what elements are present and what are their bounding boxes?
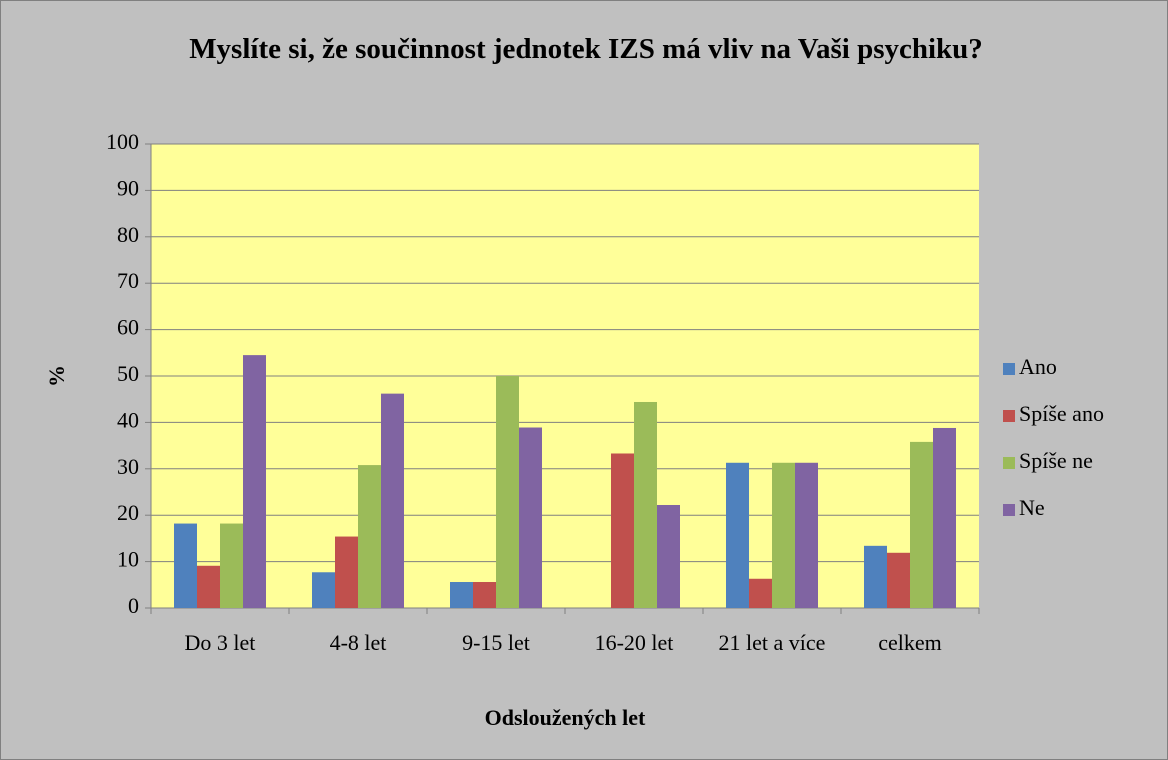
y-tick-label: 80 <box>117 222 139 247</box>
bar <box>611 453 634 608</box>
bar <box>933 427 956 608</box>
y-tick-label: 40 <box>117 407 139 432</box>
y-tick-label: 100 <box>106 129 139 154</box>
bar <box>749 578 772 608</box>
x-tick-label: Do 3 let <box>184 630 256 655</box>
bar <box>772 462 795 608</box>
x-axis-title: Odsloužených let <box>484 705 646 730</box>
y-axis-title: % <box>44 365 69 387</box>
legend-swatch <box>1003 504 1015 516</box>
bar <box>519 427 542 608</box>
bar <box>358 465 381 608</box>
y-tick-label: 20 <box>117 500 139 525</box>
y-tick-label: 50 <box>117 361 139 386</box>
legend-label: Ne <box>1019 495 1045 520</box>
legend-swatch <box>1003 410 1015 422</box>
y-tick-label: 0 <box>128 593 139 618</box>
x-tick-label: 16-20 let <box>594 630 674 655</box>
bar <box>887 552 910 608</box>
x-tick-label: 21 let a více <box>718 630 826 655</box>
bar <box>450 582 473 608</box>
bar <box>910 441 933 608</box>
bar <box>726 462 749 608</box>
bar <box>312 572 335 608</box>
bar <box>197 565 220 608</box>
x-tick-label: celkem <box>878 630 942 655</box>
bar <box>381 393 404 608</box>
chart-title: Myslíte si, že součinnost jednotek IZS m… <box>189 33 983 65</box>
bar <box>795 462 818 608</box>
bar <box>634 401 657 608</box>
legend-label: Spíše ano <box>1019 401 1104 426</box>
y-tick-label: 30 <box>117 454 139 479</box>
y-tick-label: 60 <box>117 315 139 340</box>
legend-swatch <box>1003 363 1015 375</box>
x-tick-label: 4-8 let <box>329 630 387 655</box>
y-tick-label: 70 <box>117 268 139 293</box>
bar <box>243 355 266 608</box>
legend-swatch <box>1003 457 1015 469</box>
bar <box>473 582 496 608</box>
bar <box>174 523 197 608</box>
bar <box>220 523 243 608</box>
y-tick-label: 90 <box>117 175 139 200</box>
y-tick-label: 10 <box>117 547 139 572</box>
bar <box>657 504 680 608</box>
bar <box>335 536 358 608</box>
bar <box>864 545 887 608</box>
bar <box>496 376 519 608</box>
legend-label: Spíše ne <box>1019 448 1093 473</box>
legend-label: Ano <box>1019 354 1057 379</box>
x-tick-label: 9-15 let <box>462 630 530 655</box>
